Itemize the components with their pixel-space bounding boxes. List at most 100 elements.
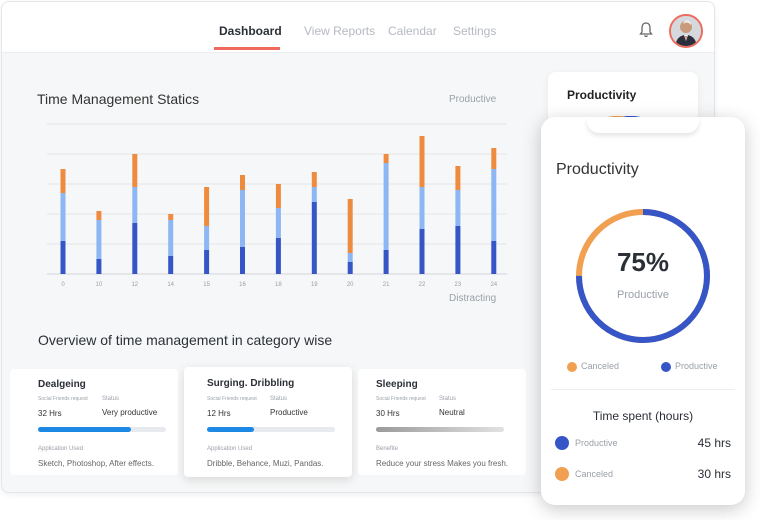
x-tick-label: 20 [347, 282, 354, 288]
bar-segment [60, 241, 66, 274]
tab-settings[interactable]: Settings [453, 24, 497, 38]
bar-segment [491, 241, 497, 274]
canceled-dot-icon [567, 361, 577, 372]
productivity-percent-label: Productive [617, 289, 669, 301]
bar-segment [491, 148, 497, 169]
card-foot-value: Sketch, Photoshop, After effects. [38, 459, 154, 468]
card-progress-track [207, 427, 335, 432]
card-title: Surging. Dribbling [207, 378, 295, 389]
bar-segment [491, 169, 497, 241]
user-avatar[interactable] [669, 14, 703, 48]
legend-distracting: Distracting [449, 293, 497, 304]
active-tab-indicator [214, 47, 280, 50]
bar-segment [455, 190, 461, 226]
x-tick-label: 22 [419, 282, 426, 288]
bar-segment [383, 250, 389, 274]
x-tick-label: 16 [239, 282, 246, 288]
productive-dot-icon [555, 436, 569, 450]
tab-calendar[interactable]: Calendar [388, 24, 437, 38]
card-foot-label: Application Used [207, 446, 253, 452]
bell-icon[interactable] [639, 22, 653, 43]
bar-segment [275, 238, 281, 274]
legend-canceled: Canceled [567, 361, 619, 372]
bar-segment [455, 226, 461, 274]
bar-segment [240, 247, 245, 274]
time-row-label: Productive [575, 438, 618, 448]
card-status: Very productive [102, 408, 158, 417]
bar-segment [419, 229, 425, 274]
card-progress-fill [38, 427, 132, 432]
time-row-hours: 30 hrs [697, 467, 731, 481]
legend-productive-phone: Productive [661, 361, 718, 372]
legend-productive-label: Productive [675, 361, 718, 371]
x-tick-label: 14 [167, 282, 174, 288]
productive-dot-icon [661, 361, 671, 372]
x-tick-label: 15 [203, 282, 210, 288]
bar-segment [60, 169, 66, 193]
bar-segment [275, 208, 281, 238]
x-tick-label: 21 [383, 282, 390, 288]
bar-segment [383, 154, 389, 163]
time-row-productive: Productive 45 hrs [555, 435, 731, 451]
time-row-hours: 45 hrs [697, 436, 731, 450]
side-card-title: Productivity [567, 88, 637, 102]
card-small-label: Social Friends request [207, 396, 257, 402]
bar-segment [240, 175, 245, 190]
tab-view-reports[interactable]: View Reports [304, 24, 376, 38]
bar-segment [204, 250, 210, 274]
category-card-sleeping[interactable]: Sleeping Social Friends request 30 Hrs S… [358, 369, 526, 475]
card-title: Dealgeing [38, 379, 86, 390]
time-spent-title: Time spent (hours) [592, 409, 694, 423]
bar-segment [311, 187, 317, 202]
bar-segment [132, 154, 138, 187]
card-status-label: Status [270, 396, 288, 402]
bar-segment [347, 262, 353, 274]
bar-segment [168, 214, 174, 220]
card-progress-track [38, 427, 166, 432]
bar-segment [204, 226, 210, 250]
tab-dashboard[interactable]: Dashboard [219, 24, 282, 38]
card-status-label: Status [102, 396, 120, 402]
card-hours: 12 Hrs [207, 409, 231, 418]
donut-productive-segment [576, 209, 710, 343]
card-progress-track [376, 427, 504, 432]
card-progress-fill [376, 427, 504, 432]
bar-segment [311, 202, 317, 274]
bar-segment [132, 187, 138, 223]
card-status: Productive [270, 408, 308, 417]
time-row-label: Canceled [575, 469, 614, 479]
bar-segment [204, 187, 210, 226]
card-small-label: Social Friends request [376, 396, 426, 402]
x-tick-label: 19 [311, 282, 318, 288]
bar-segment [419, 187, 425, 229]
x-tick-label: 23 [455, 282, 462, 288]
productivity-donut [576, 209, 710, 343]
bar-segment [275, 184, 281, 208]
bar-segment [168, 256, 174, 274]
x-tick-label: 24 [490, 282, 497, 288]
card-hours: 32 Hrs [38, 409, 62, 418]
card-status: Neutral [439, 408, 465, 417]
card-title: Sleeping [376, 379, 418, 390]
card-foot-label: Benefite [376, 446, 399, 452]
bar-segment [455, 166, 461, 190]
x-tick-label: 18 [275, 282, 282, 288]
card-progress-fill [207, 427, 255, 432]
x-tick-label: 0 [61, 282, 65, 288]
phone-notch [587, 117, 699, 133]
phone-title: Productivity [556, 161, 639, 178]
card-hours: 30 Hrs [376, 409, 400, 418]
bar-segment [132, 223, 138, 274]
card-small-label: Social Friends request [38, 396, 88, 402]
category-card-surging-dribbling[interactable]: Surging. Dribbling Social Friends reques… [184, 367, 352, 477]
card-foot-value: Dribble, Behance, Muzi, Pandas. [207, 459, 324, 468]
bar-segment [240, 190, 245, 247]
card-foot-value: Reduce your stress Makes you fresh. [376, 459, 509, 468]
x-tick-label: 10 [96, 282, 103, 288]
category-card-dealgeing[interactable]: Dealgeing Social Friends request 32 Hrs … [10, 369, 178, 475]
bar-segment [96, 259, 102, 274]
time-management-chart: 0 10 12 14 15 16 18 19 20 21 22 23 24 [47, 123, 507, 288]
bar-segment [347, 199, 353, 253]
bar-segment [419, 136, 425, 187]
x-tick-label: 12 [131, 282, 138, 288]
